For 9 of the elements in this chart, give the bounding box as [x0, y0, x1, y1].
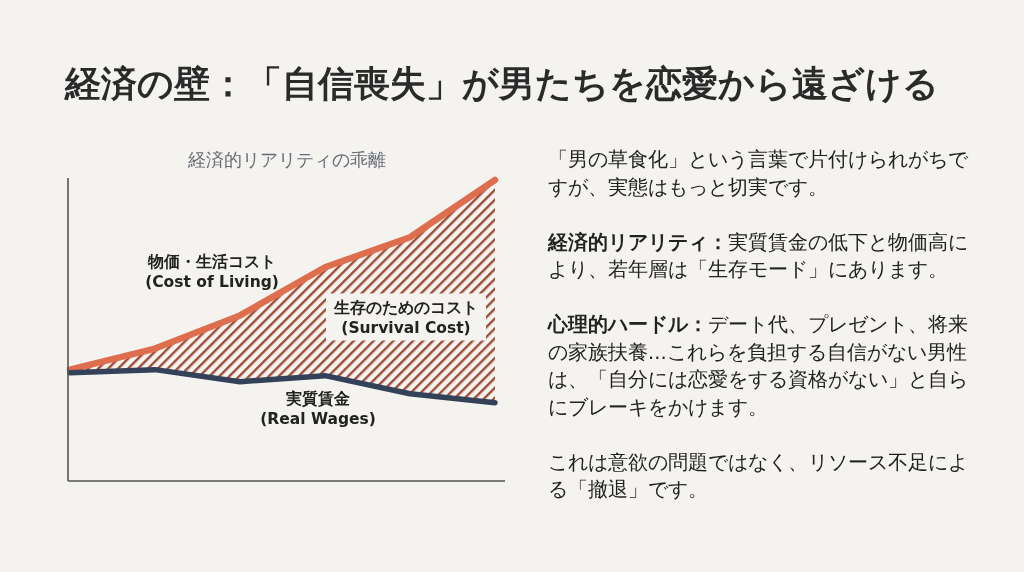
text: 心理的ハードル：デート代、プレゼント、将来の家族扶養...これらを負担する自信がない男性は、「自分には恋愛をする資格がない」と自らにブレーキをかけます。: [547, 313, 968, 419]
text: 経済的リアリティ：実質賃金の低下と物価高により、若年層は「生存モード」にあります。: [547, 230, 968, 281]
text: これは意欲の問題ではなく、リソース不足による「撤退」です。: [548, 450, 968, 501]
chart-subtitle: 経済的リアリティの乖離: [187, 150, 386, 170]
annotation: 生存のためのコスト (Survival Cost): [333, 299, 478, 337]
series-label: 実質賃金 (Real Wages): [260, 389, 376, 428]
text: 「男の草食化」という言葉で片付けられがちですが、実態はもっと切実です。: [548, 148, 969, 199]
chart-title: 経済の壁：「自信喪失」が男たちを恋愛から遠ざける: [64, 63, 939, 104]
series-label: 物価・生活コスト (Cost of Living): [145, 253, 279, 291]
